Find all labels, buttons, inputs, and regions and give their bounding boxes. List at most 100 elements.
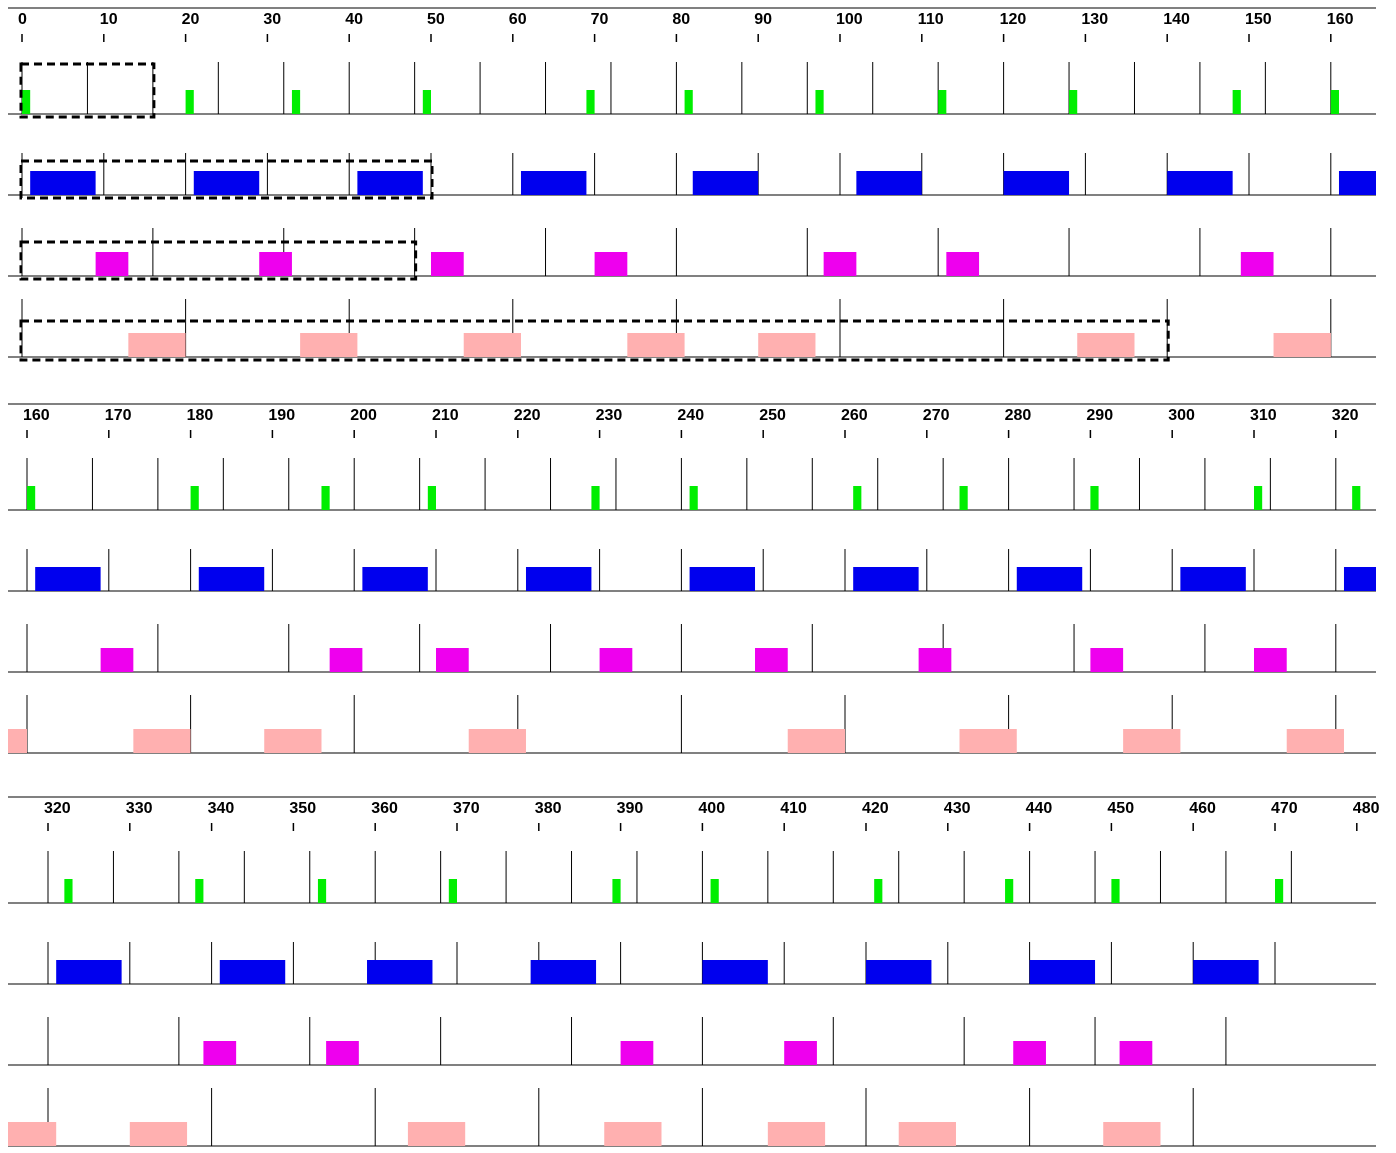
job-block [30, 171, 96, 195]
job-block [755, 648, 788, 672]
job-block [468, 729, 526, 753]
job-block [604, 1122, 662, 1146]
job-block [787, 729, 845, 753]
job-block [1254, 648, 1287, 672]
job-block [1119, 1041, 1153, 1065]
tick-label: 80 [672, 11, 690, 28]
job-block [1180, 567, 1246, 591]
job-block [203, 1041, 237, 1065]
job-block [427, 486, 436, 510]
tick-label: 90 [754, 11, 772, 28]
tick-label: 10 [100, 11, 118, 28]
tick-label: 160 [1327, 11, 1354, 28]
highlight-box [19, 240, 418, 281]
highlight-box [19, 319, 1170, 362]
tick-label: 160 [23, 407, 50, 424]
tick-label: 340 [208, 800, 235, 817]
job-block [525, 567, 592, 591]
job-block [1003, 171, 1070, 195]
tick-label: 290 [1086, 407, 1113, 424]
job-block [689, 486, 698, 510]
job-block [959, 729, 1017, 753]
job-block [362, 567, 428, 591]
job-block [10, 729, 28, 753]
job-block [767, 1122, 826, 1146]
tick-label: 280 [1005, 407, 1032, 424]
job-block [874, 879, 883, 903]
tick-label: 400 [698, 800, 725, 817]
tick-label: 230 [596, 407, 623, 424]
job-block [291, 90, 301, 114]
job-block [357, 171, 423, 195]
job-block [692, 171, 759, 195]
tick-label: 70 [591, 11, 609, 28]
job-block [959, 486, 968, 510]
tick-label: 170 [105, 407, 132, 424]
job-block [326, 1041, 359, 1065]
tick-label: 40 [345, 11, 363, 28]
job-block [856, 171, 922, 195]
highlight-box [19, 159, 434, 200]
job-block [1275, 879, 1284, 903]
job-block [1013, 1041, 1046, 1065]
tick-label: 100 [836, 11, 863, 28]
job-block [938, 90, 947, 114]
job-block [1090, 648, 1124, 672]
job-block [64, 879, 73, 903]
job-block [627, 333, 685, 357]
job-block [823, 252, 857, 276]
highlight-box [19, 62, 156, 119]
job-block [431, 252, 464, 276]
tick-label: 210 [432, 407, 459, 424]
job-block [594, 252, 628, 276]
job-block [1016, 567, 1083, 591]
tick-label: 370 [453, 800, 480, 817]
tick-label: 410 [780, 800, 807, 817]
job-block [1193, 960, 1259, 984]
tick-label: 320 [1332, 407, 1359, 424]
tick-label: 110 [918, 11, 944, 28]
job-block [586, 90, 595, 114]
job-block [1123, 729, 1181, 753]
job-block [530, 960, 597, 984]
job-block [436, 648, 469, 672]
tick-label: 310 [1250, 407, 1277, 424]
job-block [1352, 486, 1361, 510]
job-block [185, 90, 194, 114]
job-block [190, 486, 199, 510]
job-block [56, 960, 122, 984]
tick-label: 470 [1271, 800, 1298, 817]
job-block [1294, 729, 1336, 753]
job-block [1077, 333, 1135, 357]
job-block [264, 729, 322, 753]
job-block [1314, 333, 1331, 357]
tick-label: 330 [126, 800, 153, 817]
job-block [946, 252, 980, 276]
job-block [329, 648, 363, 672]
tick-label: 390 [617, 800, 644, 817]
tick-label: 250 [759, 407, 786, 424]
job-block [198, 567, 265, 591]
job-block [591, 486, 600, 510]
job-block [128, 333, 186, 357]
tick-label: 120 [1000, 11, 1027, 28]
tick-label: 130 [1081, 11, 1108, 28]
tick-label: 460 [1189, 800, 1216, 817]
job-block [684, 90, 693, 114]
job-block [784, 1041, 817, 1065]
tick-label: 20 [182, 11, 200, 28]
tick-label: 240 [677, 407, 704, 424]
job-block [300, 333, 358, 357]
job-block [853, 486, 862, 510]
job-block [1090, 486, 1099, 510]
tick-label: 200 [350, 407, 377, 424]
tick-label: 150 [1245, 11, 1272, 28]
tick-label: 300 [1168, 407, 1195, 424]
job-block [1254, 486, 1263, 510]
tick-label: 220 [514, 407, 541, 424]
job-block [689, 567, 756, 591]
job-block [193, 171, 260, 195]
job-block [8, 1122, 48, 1146]
tick-label: 50 [427, 11, 445, 28]
job-block [95, 252, 129, 276]
